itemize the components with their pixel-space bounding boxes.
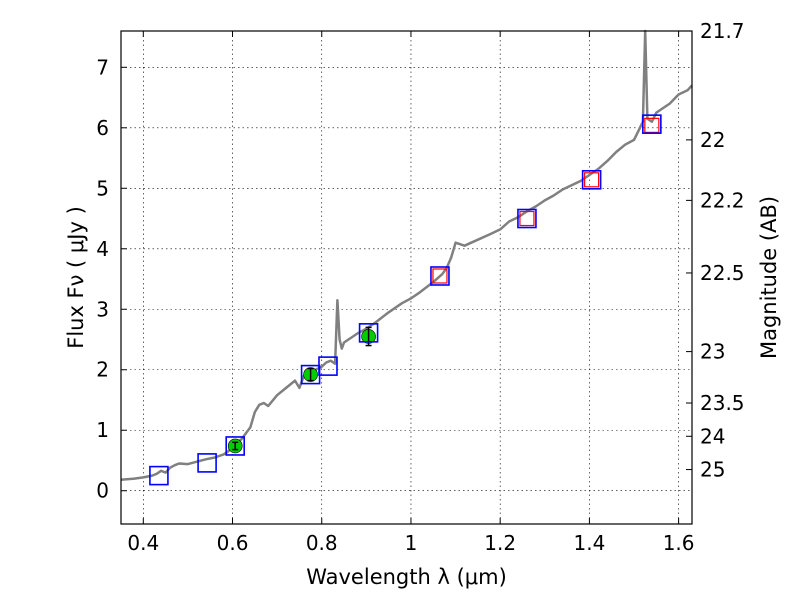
right-tick-label: 22.2 [700, 188, 745, 212]
observed-nir-box [584, 172, 600, 188]
x-tick-label: 1.2 [484, 531, 516, 555]
y-axis-label: Flux Fν ( μJy ) [64, 206, 88, 349]
axis-ticks: 0.4 0.6 0.8 1 1.2 1.4 1.60123456721.72222.222.… [96, 19, 744, 555]
model-photometry-square [581, 170, 602, 190]
right-tick-label: 22.5 [700, 261, 745, 285]
right-tick-label: 23.5 [700, 391, 745, 415]
model-photometry-square [149, 465, 169, 486]
x-tick-label: 1 [405, 531, 418, 555]
x-tick-label: 0.4 [127, 531, 159, 555]
model-photometry-square [225, 436, 245, 456]
model-photometry-square [430, 266, 450, 286]
plot-marks [120, 29, 693, 486]
y-tick-label: 0 [96, 479, 109, 503]
right-tick-label: 24 [700, 424, 725, 448]
observed-nir-box [432, 268, 448, 284]
y-tick-label: 1 [96, 418, 109, 442]
model-photometry-square [642, 114, 662, 134]
right-y-axis-label: Magnitude (AB) [757, 196, 781, 359]
x-tick-label: 1.4 [573, 531, 605, 555]
right-tick-label: 22 [700, 128, 725, 152]
model-photometry-square [358, 323, 379, 343]
y-tick-label: 7 [96, 55, 109, 79]
observed-nir-box [519, 210, 535, 227]
model-photometry-square [197, 453, 217, 473]
y-tick-label: 5 [96, 176, 109, 200]
x-axis-label: Wavelength λ (μm) [306, 565, 507, 589]
right-tick-label: 23 [700, 340, 725, 364]
y-tick-label: 4 [96, 237, 109, 261]
model-photometry-square [517, 208, 537, 229]
y-tick-label: 6 [96, 116, 109, 140]
gridlines [121, 31, 692, 524]
x-tick-label: 0.8 [306, 531, 338, 555]
plot-frame [120, 30, 693, 525]
spectrum-line [120, 29, 693, 482]
model-photometry-square [318, 356, 338, 376]
right-tick-label: 25 [700, 458, 725, 482]
y-tick-label: 3 [96, 297, 109, 321]
x-tick-label: 1.6 [663, 531, 695, 555]
x-tick-label: 0.6 [217, 531, 249, 555]
y-tick-label: 2 [96, 358, 109, 382]
right-tick-label: 21.7 [700, 19, 745, 43]
